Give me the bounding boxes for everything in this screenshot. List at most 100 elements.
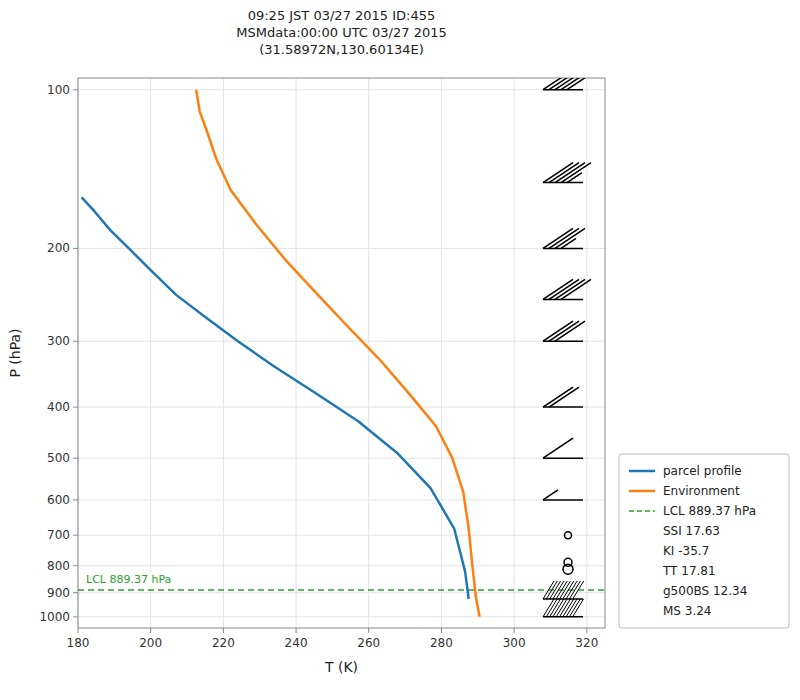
- x-tick: [368, 628, 369, 633]
- barb-tick: [573, 599, 584, 617]
- barb-full: [549, 279, 579, 299]
- legend-label: g500BS 12.34: [663, 584, 747, 598]
- grid-line-x: [586, 78, 587, 628]
- x-axis-label: T (K): [324, 659, 358, 675]
- y-tick: [73, 407, 78, 408]
- y-tick: [73, 616, 78, 617]
- chart: 09:25 JST 03/27 2015 ID:455MSMdata:00:00…: [0, 0, 800, 700]
- legend-label: KI -35.7: [663, 544, 709, 558]
- y-tick-label: 200: [47, 241, 70, 255]
- barb-full: [543, 279, 573, 299]
- y-tick-label: 400: [47, 400, 70, 414]
- y-tick: [73, 458, 78, 459]
- wind-barb: [565, 532, 572, 539]
- grid-line-y: [78, 248, 605, 249]
- series-line: [82, 197, 469, 599]
- wind-barb: [543, 321, 585, 341]
- x-tick-label: 180: [67, 636, 90, 650]
- x-tick-label: 220: [212, 636, 235, 650]
- wind-barb: [543, 228, 585, 248]
- x-tick: [441, 628, 442, 633]
- wind-barb: [543, 163, 591, 183]
- legend-swatch: [629, 510, 655, 512]
- lcl-annotation-background: [84, 572, 173, 587]
- barb-half: [543, 490, 558, 500]
- y-tick: [73, 248, 78, 249]
- barb-half: [567, 173, 582, 183]
- grid-line-y: [78, 565, 605, 566]
- y-tick: [73, 89, 78, 90]
- x-tick-label: 300: [503, 636, 526, 650]
- y-tick: [73, 499, 78, 500]
- barb-full: [549, 228, 579, 248]
- y-tick-label: 600: [47, 493, 70, 507]
- wind-barb: [563, 558, 573, 574]
- legend: parcel profileEnvironmentLCL 889.37 hPaS…: [619, 454, 789, 628]
- grid-line-y: [78, 592, 605, 593]
- grid-line-x: [150, 78, 151, 628]
- barb-full: [555, 163, 585, 183]
- lcl-line: [78, 589, 605, 591]
- barb-full: [549, 321, 579, 341]
- wind-barb: [543, 78, 597, 90]
- grid-line-x: [368, 78, 369, 628]
- x-tick-label: 200: [139, 636, 162, 650]
- x-tick: [223, 628, 224, 633]
- x-tick-label: 320: [575, 636, 598, 650]
- wind-barb: [543, 599, 584, 617]
- barb-full: [555, 321, 585, 341]
- x-tick: [586, 628, 587, 633]
- grid-line-x: [514, 78, 515, 628]
- y-tick-label: 300: [47, 334, 70, 348]
- grid-line-x: [441, 78, 442, 628]
- barb-full: [549, 387, 579, 407]
- x-tick: [296, 628, 297, 633]
- y-tick: [73, 592, 78, 593]
- grid-line-y: [78, 535, 605, 536]
- y-tick-label: 100: [47, 83, 70, 97]
- y-tick: [73, 535, 78, 536]
- barb-full: [561, 163, 591, 183]
- legend-swatch: [629, 470, 655, 473]
- background: [0, 0, 800, 700]
- y-tick-label: 900: [47, 586, 70, 600]
- x-tick: [150, 628, 151, 633]
- ticks: 1802002202402602803003201002003004005006…: [39, 83, 598, 650]
- barb-half: [561, 238, 576, 248]
- legend-label: MS 3.24: [663, 604, 712, 618]
- wind-barb: [543, 387, 583, 407]
- x-tick-label: 260: [357, 636, 380, 650]
- grid-line-x: [296, 78, 297, 628]
- y-tick-label: 500: [47, 451, 70, 465]
- legend-label: SSI 17.63: [663, 524, 720, 538]
- grid: [78, 78, 605, 628]
- lcl-annotation: LCL 889.37 hPa: [86, 573, 171, 586]
- y-tick-label: 700: [47, 528, 70, 542]
- y-tick-label: 800: [47, 559, 70, 573]
- plot-frame: [78, 78, 605, 628]
- legend-swatch: [629, 490, 655, 493]
- calm-circle: [563, 564, 573, 574]
- barb-staff: [543, 457, 583, 459]
- barb-full: [543, 321, 573, 341]
- title: 09:25 JST 03/27 2015 ID:455MSMdata:00:00…: [236, 8, 447, 57]
- grid-line-x: [223, 78, 224, 628]
- barb-tick: [573, 581, 584, 599]
- legend-label: LCL 889.37 hPa: [663, 504, 756, 518]
- wind-barb: [543, 581, 584, 599]
- y-axis-label: P (hPa): [7, 328, 23, 377]
- grid-line-y: [78, 407, 605, 408]
- legend-label: TT 17.81: [662, 564, 716, 578]
- barb-full: [567, 78, 597, 90]
- wind-barb: [543, 279, 591, 299]
- series-line: [196, 90, 479, 617]
- title-line: (31.58972N,130.60134E): [259, 42, 424, 57]
- calm-circle: [565, 532, 572, 539]
- barb-full: [543, 387, 573, 407]
- barb-staff: [543, 499, 583, 501]
- grid-line-y: [78, 499, 605, 500]
- grid-line-y: [78, 341, 605, 342]
- barb-full: [555, 279, 585, 299]
- grid-line-y: [78, 458, 605, 459]
- grid-line-y: [78, 616, 605, 617]
